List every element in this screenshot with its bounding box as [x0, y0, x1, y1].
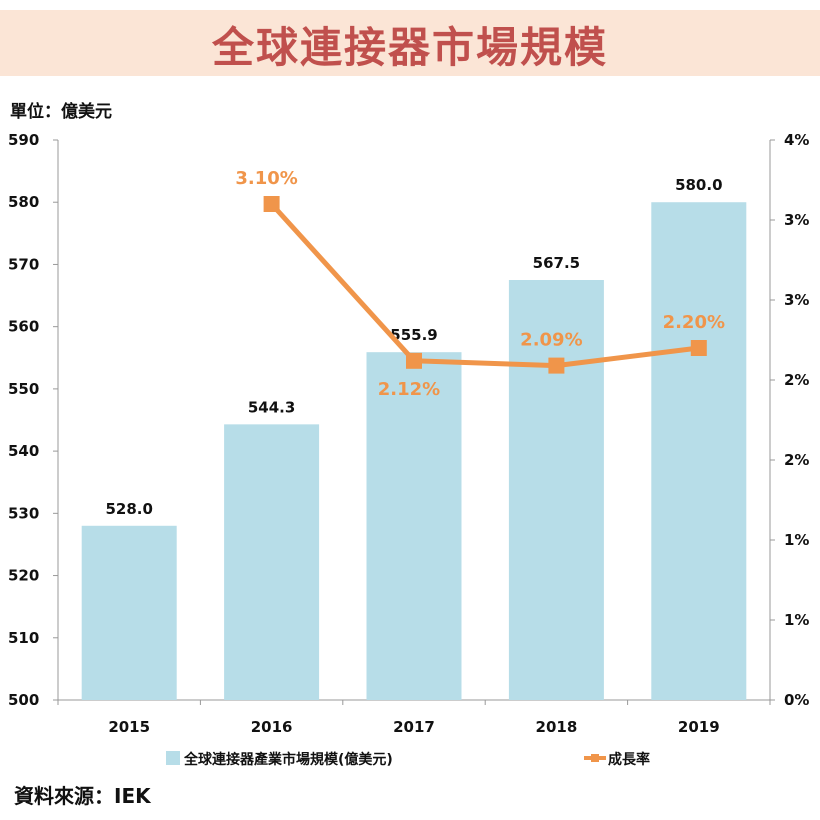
source-label: 資料來源：IEK	[14, 784, 151, 808]
chart-title: 全球連接器市場規模	[211, 23, 608, 72]
bar	[366, 352, 462, 700]
left-axis-tick-label: 580	[8, 193, 39, 211]
legend-line-marker	[591, 754, 599, 762]
title-band	[0, 10, 820, 76]
x-axis-tick-label: 2015	[108, 718, 150, 736]
growth-rate-label: 2.12%	[378, 379, 440, 400]
x-axis-tick-label: 2016	[251, 718, 293, 736]
right-axis-tick-label: 1%	[784, 611, 809, 629]
x-axis-tick-label: 2019	[678, 718, 720, 736]
left-axis-tick-label: 550	[8, 380, 39, 398]
growth-rate-label: 2.09%	[520, 330, 582, 351]
left-axis-tick-label: 510	[8, 629, 39, 647]
left-axis-tick-label: 530	[8, 504, 39, 522]
right-axis-tick-label: 2%	[784, 451, 809, 469]
left-axis-tick-label: 590	[8, 131, 39, 149]
x-axis-tick-label: 2017	[393, 718, 435, 736]
legend-bar-swatch	[166, 751, 180, 765]
unit-label: 單位：億美元	[10, 102, 112, 122]
bar-value-label: 528.0	[105, 500, 152, 518]
growth-rate-point	[548, 357, 565, 374]
bar	[81, 525, 177, 700]
growth-rate-point	[690, 340, 707, 356]
bar-value-label: 544.3	[248, 398, 295, 416]
growth-rate-label: 3.10%	[235, 168, 297, 189]
left-axis-tick-label: 500	[8, 691, 39, 709]
right-axis-tick-label: 4%	[784, 131, 809, 149]
bar-value-label: 580.0	[675, 176, 722, 194]
left-axis-tick-label: 540	[8, 442, 39, 460]
bar	[651, 202, 747, 700]
left-axis-tick-label: 560	[8, 318, 39, 336]
left-axis-tick-label: 570	[8, 255, 39, 273]
right-axis-tick-label: 0%	[784, 691, 809, 709]
bar	[224, 424, 320, 700]
growth-rate-point	[406, 352, 422, 369]
legend-bar-label: 全球連接器產業市場規模(億美元)	[183, 751, 393, 768]
right-axis-tick-label: 1%	[784, 531, 809, 549]
x-axis-tick-label: 2018	[536, 718, 578, 736]
bar-value-label: 567.5	[533, 254, 580, 272]
growth-rate-line	[269, 202, 700, 369]
growth-rate-point	[263, 196, 280, 212]
right-axis-tick-label: 3%	[784, 291, 809, 309]
bar-value-label: 555.9	[390, 326, 437, 344]
bar	[508, 280, 604, 700]
legend-line-label: 成長率	[608, 751, 650, 768]
left-axis-tick-label: 520	[8, 567, 39, 585]
right-axis-tick-label: 3%	[784, 211, 809, 229]
growth-rate-label: 2.20%	[663, 312, 725, 333]
right-axis-tick-label: 2%	[784, 371, 809, 389]
